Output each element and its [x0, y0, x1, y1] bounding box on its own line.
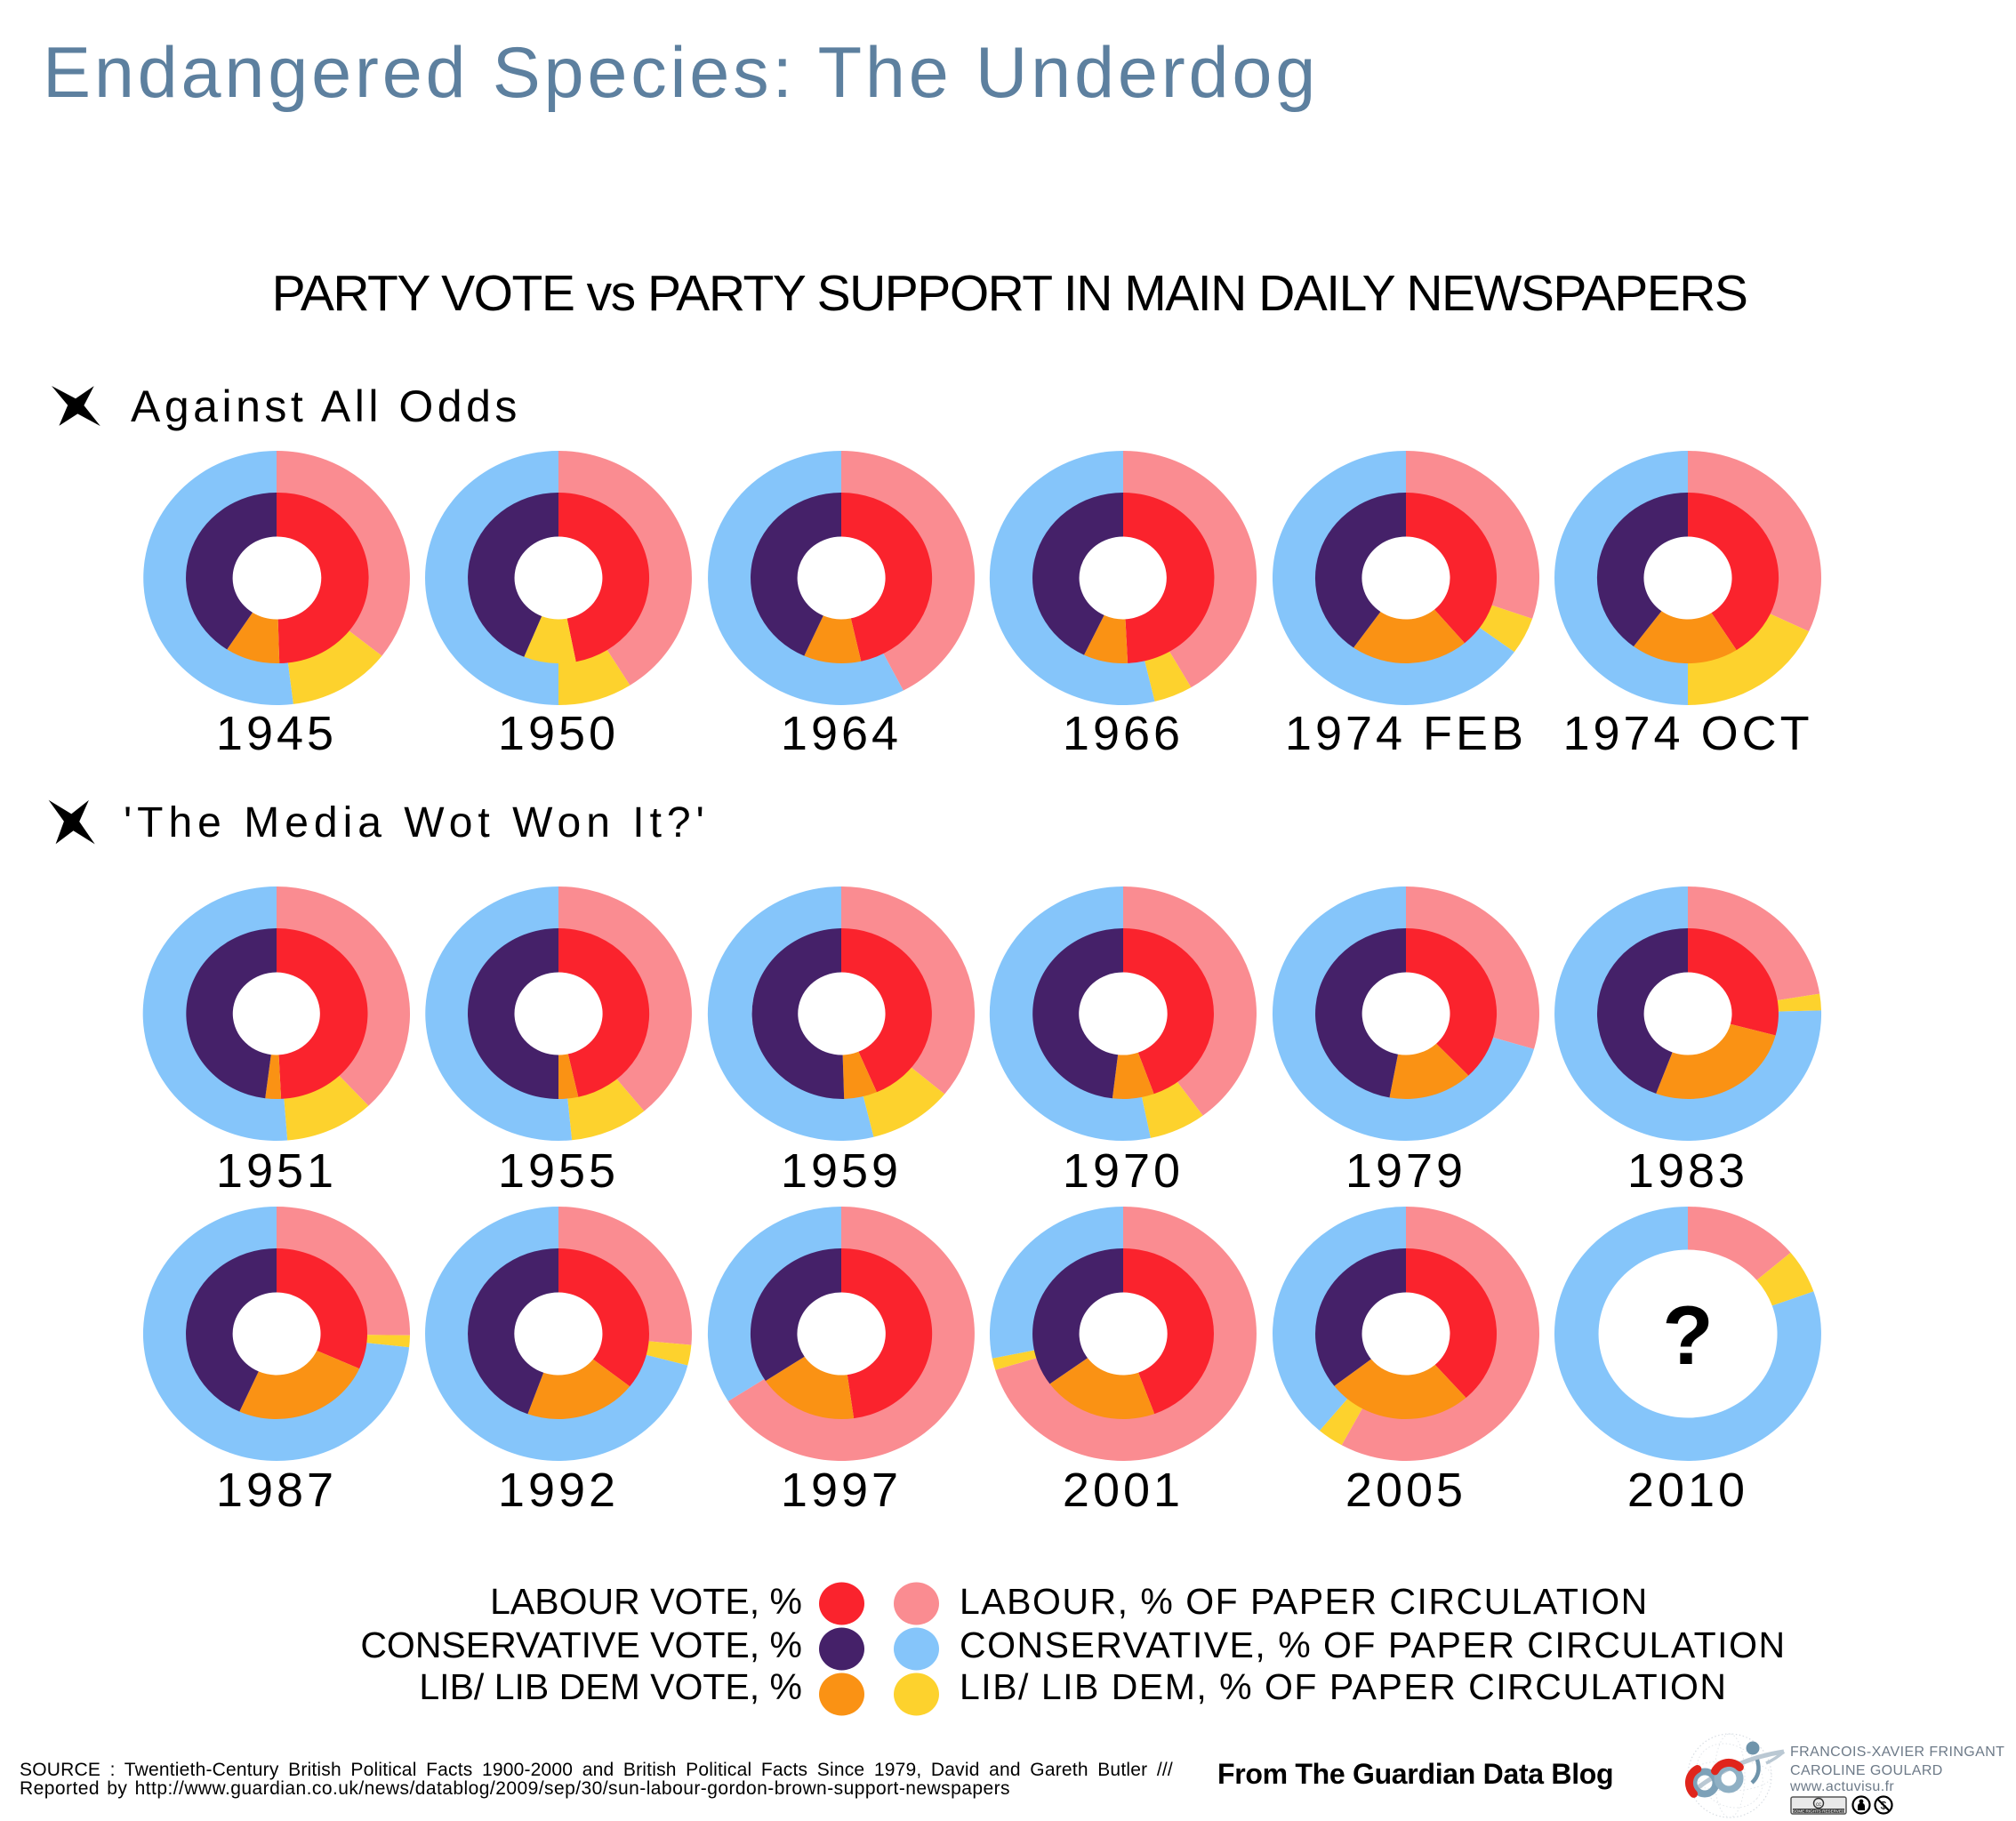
svg-text:CONSERVATIVE, % OF PAPER CIRCU: CONSERVATIVE, % OF PAPER CIRCULATION — [960, 1624, 1787, 1665]
svg-text:1970: 1970 — [1063, 1144, 1184, 1198]
svg-text:1987: 1987 — [216, 1464, 337, 1517]
svg-text:1983: 1983 — [1627, 1144, 1748, 1198]
svg-text:2001: 2001 — [1063, 1464, 1184, 1517]
svg-text:LABOUR, % OF PAPER CIRCULATION: LABOUR, % OF PAPER CIRCULATION — [960, 1581, 1649, 1622]
svg-text:1959: 1959 — [781, 1144, 902, 1198]
svg-text:1966: 1966 — [1063, 707, 1184, 760]
svg-text:1964: 1964 — [781, 707, 902, 760]
svg-text:LIB/ LIB DEM, % OF PAPER CIRCU: LIB/ LIB DEM, % OF PAPER CIRCULATION — [960, 1666, 1728, 1707]
svg-text:1997: 1997 — [781, 1464, 902, 1517]
svg-text:1974 FEB: 1974 FEB — [1285, 707, 1527, 760]
svg-text:2010: 2010 — [1627, 1464, 1748, 1517]
svg-text:'The Media Wot Won It?': 'The Media Wot Won It?' — [124, 799, 710, 846]
svg-text:FRANCOIS-XAVIER FRINGANT: FRANCOIS-XAVIER FRINGANT — [1790, 1745, 2004, 1760]
svg-text:1955: 1955 — [498, 1144, 619, 1198]
svg-text:SOURCE : Twentieth-Century Bri: SOURCE : Twentieth-Century British Polit… — [20, 1760, 1173, 1780]
svg-text:1974 OCT: 1974 OCT — [1562, 707, 1812, 760]
svg-text:cc: cc — [1816, 1802, 1821, 1808]
svg-text:Against All Odds: Against All Odds — [131, 381, 521, 431]
svg-text:PARTY VOTE vs PARTY SUPPORT IN: PARTY VOTE vs PARTY SUPPORT IN MAIN DAIL… — [272, 265, 1747, 322]
svg-text:1950: 1950 — [498, 707, 619, 760]
svg-text:1992: 1992 — [498, 1464, 619, 1517]
svg-text:CAROLINE GOULARD: CAROLINE GOULARD — [1790, 1763, 1943, 1778]
svg-text:1951: 1951 — [216, 1144, 337, 1198]
svg-text:Reported by http://www.guardi: Reported by http://www.guardian.co.uk/ne… — [20, 1778, 1010, 1799]
svg-text:From The Guardian Data Blog: From The Guardian Data Blog — [1217, 1758, 1613, 1790]
svg-text:2005: 2005 — [1345, 1464, 1466, 1517]
svg-text:1979: 1979 — [1345, 1144, 1466, 1198]
svg-text:www.actuvisu.fr: www.actuvisu.fr — [1789, 1779, 1894, 1794]
svg-text:?: ? — [1662, 1288, 1713, 1382]
svg-text:Endangered Species: The Underd: Endangered Species: The Underdog — [43, 33, 1319, 113]
svg-text:CONSERVATIVE VOTE, %: CONSERVATIVE VOTE, % — [360, 1624, 802, 1665]
svg-text:SOME RIGHTS RESERVED: SOME RIGHTS RESERVED — [1793, 1809, 1845, 1814]
svg-text:LABOUR VOTE, %: LABOUR VOTE, % — [490, 1581, 802, 1622]
svg-text:LIB/ LIB DEM VOTE, %: LIB/ LIB DEM VOTE, % — [419, 1666, 802, 1707]
svg-text:1945: 1945 — [216, 707, 337, 760]
